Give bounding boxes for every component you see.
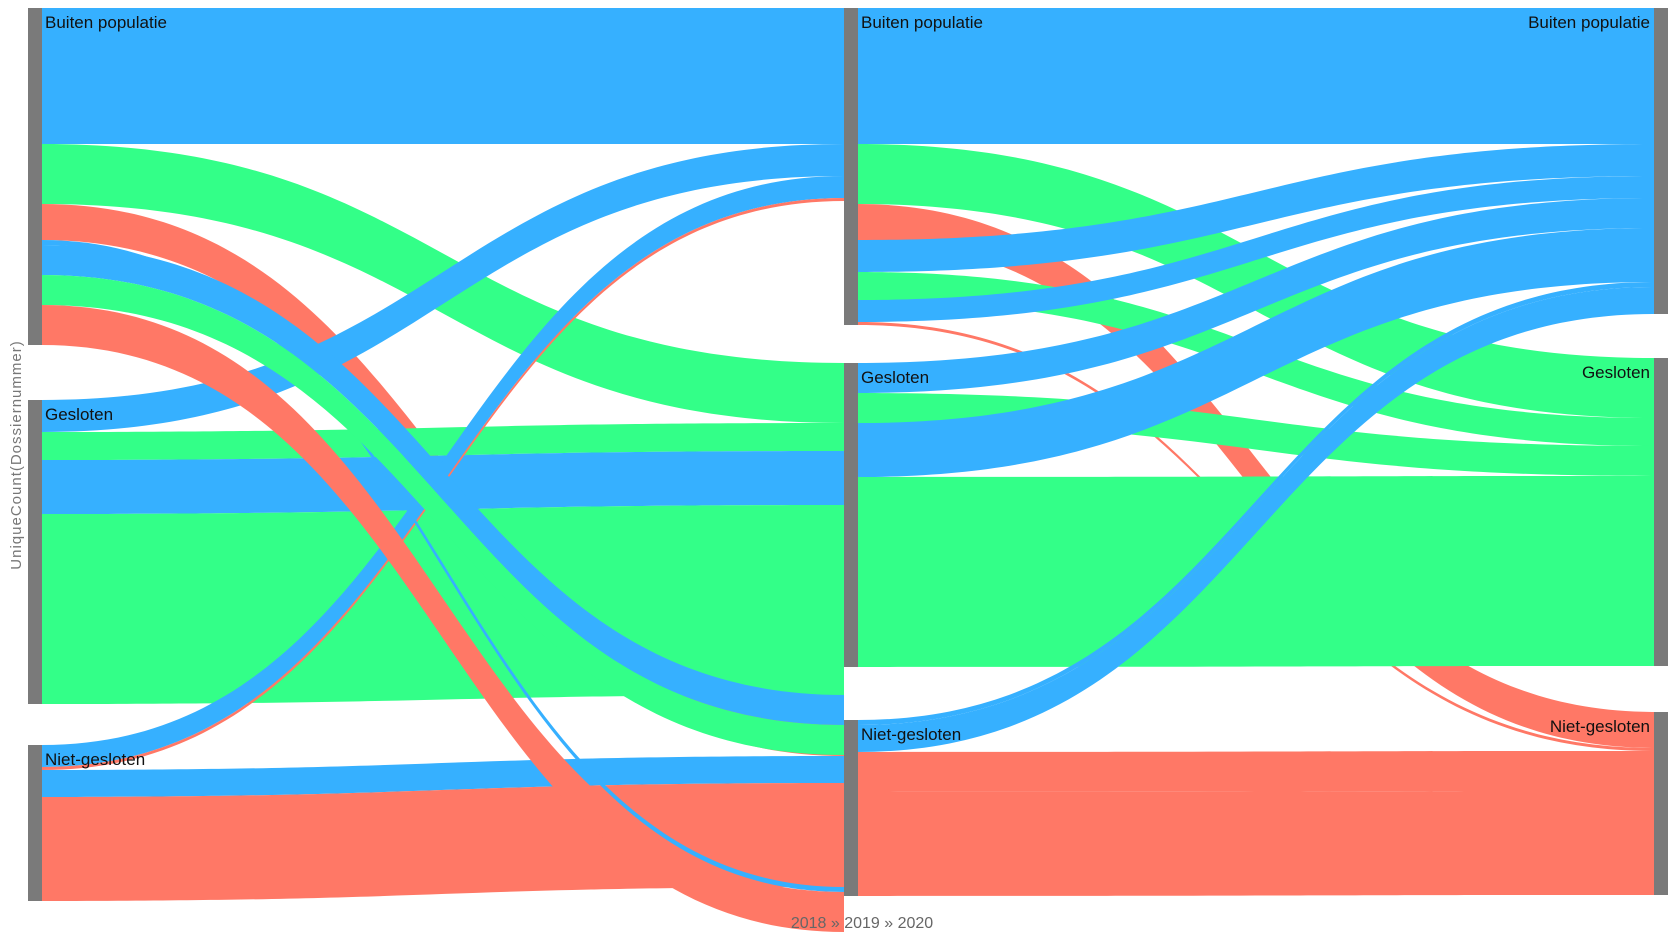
x-axis-label: 2018 » 2019 » 2020 — [791, 915, 933, 932]
node-2018-niet-gesloten[interactable] — [28, 745, 42, 901]
node-label-2020-niet-gesloten: Niet-gesloten — [1550, 717, 1650, 736]
flow-1-18 — [858, 144, 1654, 272]
flow-1-20 — [858, 176, 1654, 322]
flow-1-17 — [858, 204, 1654, 748]
flow-1-27 — [858, 287, 1654, 752]
flow-0-0 — [42, 8, 844, 144]
flow-0-11 — [42, 240, 844, 892]
node-label-2020-gesloten: Gesloten — [1582, 363, 1650, 382]
flow-0-3 — [42, 144, 844, 432]
node-label-2018-buiten-populatie: Buiten populatie — [45, 13, 167, 32]
node-2018-buiten-populatie[interactable] — [28, 8, 42, 345]
flow-1-22 — [858, 198, 1654, 393]
node-label-layer: Buiten populatie Gesloten Niet-gesloten Bui… — [45, 13, 1650, 769]
flow-1-15 — [858, 8, 1654, 144]
node-2020-gesloten[interactable] — [1654, 358, 1668, 666]
node-label-2018-niet-gesloten: Niet-gesloten — [45, 750, 145, 769]
node-label-2019-buiten-populatie: Buiten populatie — [861, 13, 983, 32]
node-2018-gesloten[interactable] — [28, 400, 42, 704]
y-axis-label: UniqueCount(Dossiernummer) — [8, 340, 25, 569]
node-2019-niet-gesloten[interactable] — [844, 720, 858, 896]
node-label-2019-niet-gesloten: Niet-gesloten — [861, 725, 961, 744]
flow-0-13 — [42, 275, 844, 755]
node-label-2018-gesloten: Gesloten — [45, 405, 113, 424]
node-2019-gesloten[interactable] — [844, 363, 858, 667]
node-2020-niet-gesloten[interactable] — [1654, 712, 1668, 895]
flow-layer — [42, 8, 1654, 932]
flow-0-14 — [42, 305, 844, 932]
flow-1-26 — [858, 282, 1654, 725]
node-layer — [28, 8, 1668, 901]
flow-0-10 — [42, 783, 844, 901]
flow-0-12 — [42, 245, 844, 725]
flow-0-9 — [42, 756, 844, 797]
node-2020-buiten-populatie[interactable] — [1654, 8, 1668, 314]
node-2019-buiten-populatie[interactable] — [844, 8, 858, 325]
flow-1-29 — [858, 791, 1654, 896]
node-label-2019-gesloten: Gesloten — [861, 368, 929, 387]
flow-1-25 — [858, 476, 1654, 667]
flow-1-28 — [858, 751, 1654, 792]
flow-1-24 — [858, 228, 1654, 477]
flow-0-4 — [42, 423, 844, 460]
node-label-2020-buiten-populatie: Buiten populatie — [1528, 13, 1650, 32]
